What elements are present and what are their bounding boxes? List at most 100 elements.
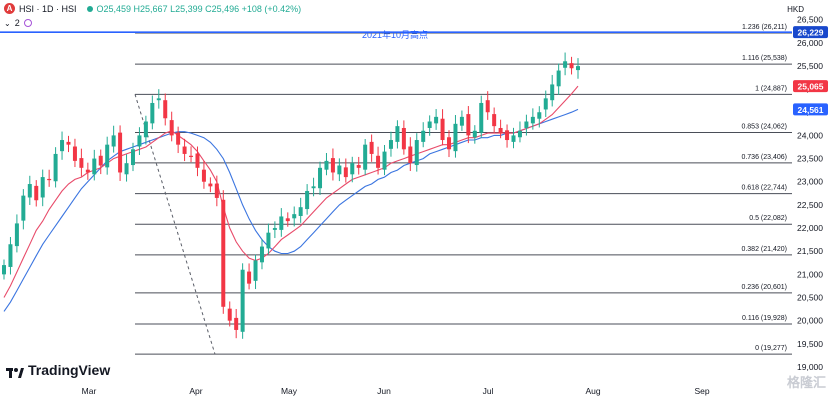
fib-level-label: 0.853 (24,062) xyxy=(741,124,787,131)
price-tag-box xyxy=(793,26,828,39)
time-tick-label: Sep xyxy=(694,386,709,396)
candle-body xyxy=(343,167,348,178)
candle-body xyxy=(253,260,258,281)
resistance-label: 2021年10月高点 xyxy=(362,29,428,40)
fib-level-label: 0.736 (23,406) xyxy=(741,154,787,161)
time-tick-label: Jul xyxy=(483,386,494,396)
fib-level-label: 1.116 (25,538) xyxy=(742,55,787,62)
candle-body xyxy=(395,126,400,142)
price-tick-label: 19,500 xyxy=(797,339,823,349)
fib-level-label: 0.236 (20,601) xyxy=(741,284,787,291)
candle-body xyxy=(337,165,342,175)
fib-level-label: 0.382 (21,420) xyxy=(741,246,787,253)
candle-body xyxy=(221,199,226,307)
candle-body xyxy=(143,121,148,138)
tradingview-logo[interactable]: TradingView xyxy=(6,362,110,378)
fib-level-label: 1 (24,887) xyxy=(755,85,787,92)
price-tick-label: 22,000 xyxy=(797,223,823,233)
candle-body xyxy=(8,244,13,267)
candle-body xyxy=(427,121,432,128)
candle-body xyxy=(53,153,58,182)
candle-body xyxy=(14,223,19,247)
fib-level-label: 0.618 (22,744) xyxy=(741,185,787,192)
candle-body xyxy=(240,269,245,332)
candle-body xyxy=(505,130,510,141)
price-axis[interactable]: 19,000 19,500 20,000 20,500 21,000 21,500 22,0… xyxy=(797,15,823,372)
candle-body xyxy=(498,127,503,134)
price-tick-label: 22,500 xyxy=(797,200,823,210)
candle-body xyxy=(537,112,542,119)
candle-body xyxy=(408,146,413,164)
candle-body xyxy=(40,177,45,198)
price-tick-label: 23,000 xyxy=(797,177,823,187)
price-tag-label: 24,561 xyxy=(798,105,824,115)
symbol-title[interactable]: HSI · 1D · HSI xyxy=(19,3,77,14)
candle-body xyxy=(201,169,206,182)
candle-body xyxy=(472,130,477,138)
candle-body xyxy=(195,153,200,168)
resistance-line: 2021年10月高点 xyxy=(0,29,792,40)
candle-body xyxy=(247,271,252,284)
candle-body xyxy=(137,135,142,147)
candle-body xyxy=(259,246,264,263)
price-tick-label: 23,500 xyxy=(797,154,823,164)
price-tick-label: 26,500 xyxy=(797,15,823,25)
candle-body xyxy=(234,317,239,330)
candle-body xyxy=(401,127,406,150)
candle-body xyxy=(350,163,355,175)
indicator-count: 2 xyxy=(14,18,20,28)
indicator-icon[interactable] xyxy=(23,19,32,27)
watermark: 格隆汇 xyxy=(786,375,826,390)
chart-header: A HSI · 1D · HSI O25,459 H25,667 L25,399… xyxy=(4,3,301,14)
price-tag-label: 25,065 xyxy=(798,82,824,92)
candle-body xyxy=(72,146,77,161)
candle-body xyxy=(434,116,439,124)
fib-level-label: 1.236 (26,211) xyxy=(742,24,787,31)
price-tick-label: 21,000 xyxy=(797,269,823,279)
price-tick-label: 20,000 xyxy=(797,316,823,326)
candle-body xyxy=(530,116,535,124)
tv-logo-icon xyxy=(6,365,24,378)
candle-body xyxy=(182,146,187,154)
candle-body xyxy=(208,183,213,187)
candle-body xyxy=(556,70,561,87)
time-tick-label: Jun xyxy=(377,386,391,396)
candle-body xyxy=(421,130,426,142)
fib-level-label: 0.5 (22,082) xyxy=(749,215,787,222)
ma-fast-line xyxy=(3,85,579,298)
candle-body xyxy=(105,144,110,168)
candle-body xyxy=(414,140,419,166)
indicator-toggle[interactable]: ⌄ 2 xyxy=(4,18,32,28)
candle-body xyxy=(176,132,181,145)
price-tag-label: 26,229 xyxy=(798,28,824,38)
candle-body xyxy=(118,132,123,173)
candle-body xyxy=(311,186,316,189)
candle-body xyxy=(369,141,374,154)
symbol-logo-icon[interactable]: A xyxy=(4,3,15,14)
candle-body xyxy=(543,98,548,110)
price-tag-box xyxy=(793,103,828,116)
candle-body xyxy=(79,158,84,168)
candle-body xyxy=(330,158,335,173)
candle-body xyxy=(272,228,277,230)
candle-body xyxy=(363,144,368,170)
candle-body xyxy=(92,158,97,175)
candle-body xyxy=(324,160,329,170)
candle-body xyxy=(563,61,568,68)
time-tick-label: Mar xyxy=(82,386,97,396)
candle-body xyxy=(150,102,155,124)
candlesticks[interactable] xyxy=(2,52,580,339)
chevron-down-icon[interactable]: ⌄ xyxy=(4,18,11,28)
price-tags: 26,229 25,065 24,561 xyxy=(793,26,828,116)
candle-body xyxy=(440,118,445,141)
ma-slow-line xyxy=(3,108,579,312)
candle-body xyxy=(376,155,381,168)
candle-body xyxy=(279,216,284,230)
candle-body xyxy=(492,114,497,127)
time-axis[interactable]: Mar Apr May Jun Jul Aug Sep xyxy=(82,386,710,396)
currency-label[interactable]: HKD xyxy=(787,5,804,14)
candle-body xyxy=(21,195,26,221)
price-tick-label: 19,000 xyxy=(797,362,823,372)
candle-body xyxy=(124,163,129,175)
